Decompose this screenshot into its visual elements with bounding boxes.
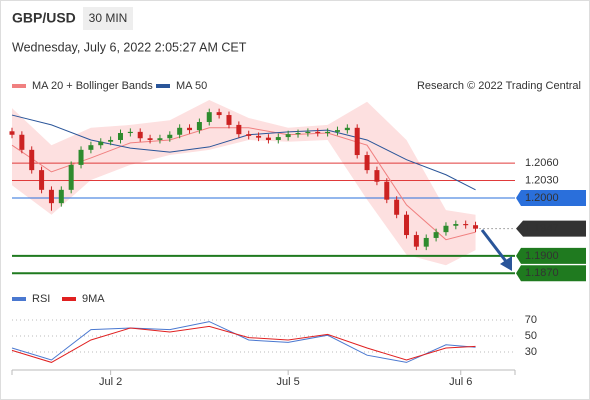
candle-body [413, 235, 419, 247]
candle-body [305, 131, 311, 134]
candle-body [39, 170, 45, 190]
candle-body [137, 131, 143, 139]
candle-body [285, 134, 291, 138]
candle-body [473, 225, 479, 229]
candle-body [354, 127, 360, 156]
candle-body [216, 112, 222, 116]
legend-swatch [12, 297, 26, 301]
candle-body [433, 232, 439, 238]
legend-swatch [12, 84, 26, 88]
candle-body [108, 139, 114, 142]
candle-body [177, 127, 183, 135]
level-box [516, 265, 586, 282]
level-label: 1.1900 [525, 250, 559, 262]
candle-body [453, 224, 459, 226]
candle-body [117, 133, 123, 140]
candle-body [157, 138, 163, 140]
forecast-arrow [480, 229, 510, 265]
candle-body [256, 135, 262, 138]
candle-body [315, 131, 321, 134]
level-box [516, 247, 586, 264]
x-tick-label: Jul 2 [99, 376, 122, 388]
y-tick-label: 30 [525, 346, 537, 358]
legend-swatch [62, 297, 76, 301]
candle-body [334, 130, 340, 132]
level-label: 1.2060 [525, 157, 559, 169]
level-box [516, 189, 586, 206]
series-line [11, 325, 476, 363]
candle-body [364, 155, 370, 171]
candle-body [463, 224, 469, 226]
legend-label: 9MA [82, 293, 105, 305]
candle-body [265, 137, 271, 140]
candle-body [246, 134, 252, 136]
candle-body [196, 122, 202, 131]
candle-body [344, 127, 350, 131]
candle-body [226, 115, 232, 125]
candle-body [325, 131, 331, 134]
y-tick-label: 50 [525, 330, 537, 342]
candle-body [19, 134, 25, 150]
candle-body [187, 127, 193, 131]
legend-swatch [156, 84, 170, 88]
candle-body [384, 181, 390, 200]
legend-label: MA 20 + Bollinger Bands [32, 80, 153, 92]
credit: Research © 2022 Trading Central [417, 80, 581, 92]
timestamp: Wednesday, July 6, 2022 2:05:27 AM CET [12, 40, 247, 54]
candle-body [68, 164, 74, 190]
candle-body [443, 225, 449, 233]
candle-body [206, 112, 212, 123]
x-tick-label: Jul 6 [449, 376, 472, 388]
legend-label: RSI [32, 293, 50, 305]
symbol: GBP/USD [12, 10, 76, 26]
y-tick-label: 70 [525, 314, 537, 326]
candle-body [167, 134, 173, 139]
candle-body [127, 131, 133, 134]
x-tick-label: Jul 5 [277, 376, 300, 388]
candle-body [48, 189, 54, 204]
legend-label: MA 50 [176, 80, 207, 92]
rsi-panel: 30 50 70 Jul 2 Jul 5 Jul 6 RSI 9MA [11, 293, 537, 388]
candle-body [236, 124, 242, 135]
candle-body [275, 137, 281, 140]
candle-body [9, 131, 15, 135]
candle-body [404, 214, 410, 236]
candle-body [295, 133, 301, 135]
candle-body [374, 170, 380, 182]
candle-body [394, 199, 400, 215]
candle-body [29, 149, 35, 171]
level-box [516, 220, 586, 237]
timeframe-box [83, 7, 133, 30]
level-label: 1.1947 [525, 223, 559, 235]
candle-body [423, 237, 429, 247]
level-label: 1.2030 [525, 174, 559, 186]
candle-body [88, 145, 94, 150]
candle-body [58, 189, 64, 204]
timeframe: 30 MIN [89, 11, 128, 25]
candle-body [147, 138, 153, 140]
series-line [11, 321, 476, 363]
forecast-arrowhead [500, 256, 512, 271]
price-panel: 1.2060 1.2030 1.2000 1.1947 1.1900 1.1870 MA 2… [9, 80, 586, 282]
level-label: 1.1870 [525, 267, 559, 279]
candle-body [78, 149, 84, 165]
series-line [11, 127, 476, 241]
candle-body [98, 141, 104, 146]
level-label: 1.2000 [525, 192, 559, 204]
